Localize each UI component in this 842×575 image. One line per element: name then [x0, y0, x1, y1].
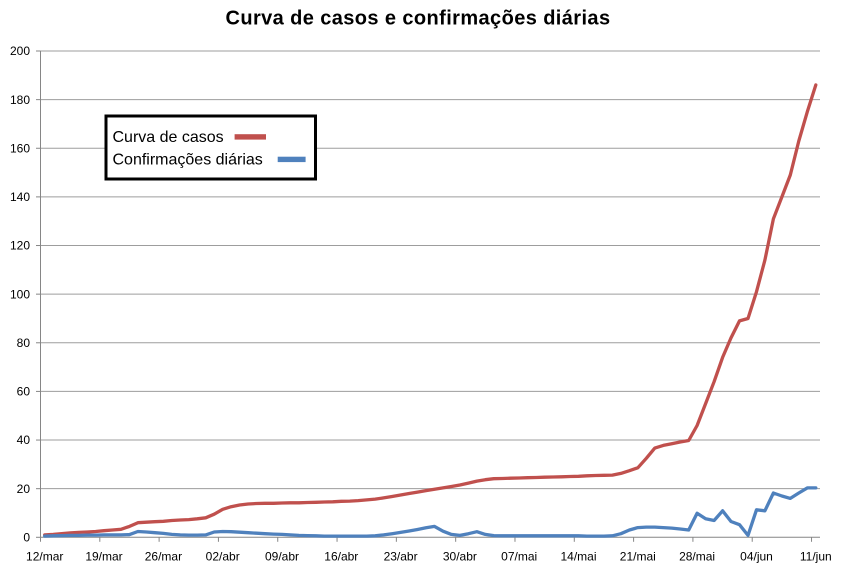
svg-text:100: 100 [10, 287, 30, 301]
svg-text:160: 160 [10, 142, 30, 156]
svg-text:09/abr: 09/abr [265, 550, 299, 564]
svg-text:07/mai: 07/mai [501, 550, 537, 564]
svg-text:26/mar: 26/mar [145, 550, 182, 564]
svg-text:Curva de casos e confirmações: Curva de casos e confirmações diárias [226, 8, 611, 30]
svg-text:28/mai: 28/mai [679, 550, 715, 564]
svg-text:120: 120 [10, 239, 30, 253]
svg-text:Curva de casos: Curva de casos [113, 129, 224, 146]
svg-text:21/mai: 21/mai [620, 550, 656, 564]
svg-text:80: 80 [17, 336, 31, 350]
svg-text:02/abr: 02/abr [206, 550, 240, 564]
svg-text:14/mai: 14/mai [560, 550, 596, 564]
svg-text:0: 0 [23, 531, 30, 545]
svg-text:11/jun: 11/jun [800, 550, 832, 564]
svg-text:40: 40 [17, 433, 31, 447]
svg-text:20: 20 [17, 482, 31, 496]
svg-text:23/abr: 23/abr [384, 550, 418, 564]
svg-text:30/abr: 30/abr [443, 550, 477, 564]
svg-text:12/mar: 12/mar [26, 550, 63, 564]
svg-text:140: 140 [10, 190, 30, 204]
svg-text:180: 180 [10, 93, 30, 107]
svg-text:16/abr: 16/abr [324, 550, 358, 564]
svg-text:60: 60 [17, 385, 31, 399]
svg-text:19/mar: 19/mar [85, 550, 122, 564]
svg-text:200: 200 [10, 44, 30, 58]
svg-text:04/jun: 04/jun [740, 550, 773, 564]
svg-text:Confirmações diárias: Confirmações diárias [113, 152, 263, 169]
